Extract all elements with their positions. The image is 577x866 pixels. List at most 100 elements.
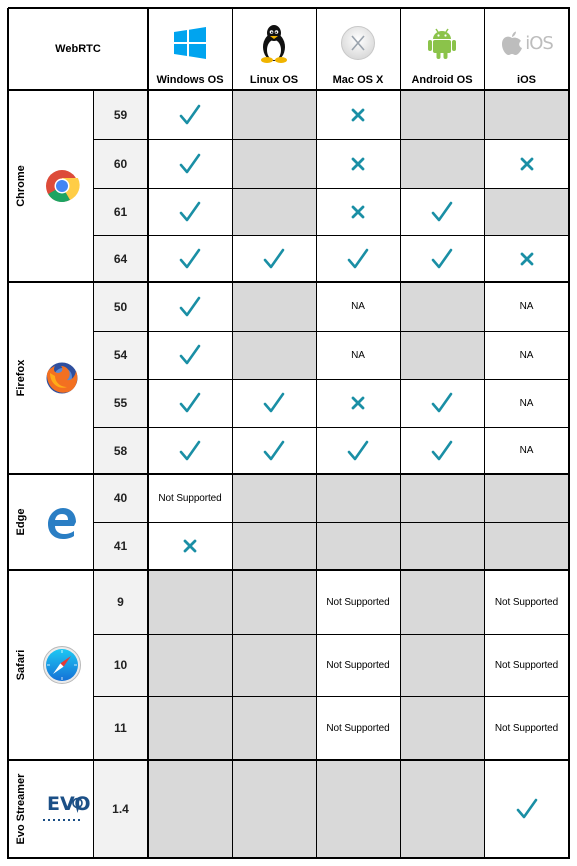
check-icon: [431, 392, 453, 413]
version-cell: 60: [93, 139, 148, 188]
grid-line: [93, 188, 569, 189]
check-icon: [431, 440, 453, 460]
check-icon: [347, 248, 369, 268]
unavailable-cell: [148, 760, 232, 858]
windows-icon: [148, 22, 232, 64]
column-header-label: Mac OS X: [332, 74, 384, 86]
unavailable-cell: [148, 570, 232, 634]
support-cell: [484, 235, 569, 282]
support-cell: [148, 522, 232, 570]
check-icon: [179, 104, 201, 124]
support-cell: [316, 188, 400, 235]
cross-icon: [351, 108, 365, 121]
linux-tux-icon: [261, 25, 287, 63]
support-cell: [484, 139, 569, 188]
support-text: Not Supported: [326, 659, 390, 671]
support-cell: Not Supported: [148, 474, 232, 522]
android-icon: [400, 22, 484, 64]
version-cell: 11: [93, 696, 148, 760]
support-cell: Not Supported: [316, 634, 400, 696]
unavailable-cell: [232, 139, 316, 188]
grid-line: [232, 8, 233, 859]
unavailable-cell: [484, 474, 569, 522]
check-icon: [347, 440, 369, 460]
version-cell: 50: [93, 282, 148, 331]
chrome-icon: [34, 90, 89, 282]
support-text: NA: [519, 349, 534, 361]
support-cell: [400, 379, 484, 427]
unavailable-cell: [232, 331, 316, 379]
support-text: NA: [519, 397, 534, 409]
support-text: Not Supported: [494, 722, 559, 734]
support-text: NA: [351, 301, 365, 312]
cross-icon: [351, 396, 365, 410]
support-text: Not Supported: [494, 596, 559, 608]
apple-ios-icon: iOS: [484, 22, 569, 64]
support-cell: Not Supported: [484, 696, 569, 760]
grid-line: [93, 235, 569, 236]
grid-line: [316, 8, 317, 859]
grid-line: [400, 8, 401, 859]
check-icon: [179, 344, 201, 365]
support-cell: [148, 282, 232, 331]
support-cell: [316, 235, 400, 282]
browser-name: Edge: [15, 508, 27, 536]
support-cell: [484, 760, 569, 858]
unavailable-cell: [400, 331, 484, 379]
unavailable-cell: [316, 760, 400, 858]
chrome-icon: [45, 170, 80, 203]
unavailable-cell: [400, 90, 484, 139]
unavailable-cell: [232, 760, 316, 858]
check-icon: [179, 392, 201, 413]
unavailable-cell: [484, 188, 569, 235]
column-header-label: Linux OS: [249, 74, 299, 86]
grid-line: [93, 696, 569, 697]
support-cell: Not Supported: [316, 696, 400, 760]
grid-line: [8, 759, 570, 761]
check-icon: [431, 248, 453, 268]
grid-line: [8, 7, 570, 9]
unavailable-cell: [484, 522, 569, 570]
support-cell: [316, 427, 400, 474]
macos-x-icon: [341, 26, 375, 60]
check-icon: [179, 248, 201, 268]
support-cell: [316, 90, 400, 139]
support-text: Not Supported: [494, 659, 559, 671]
support-cell: NA: [484, 331, 569, 379]
grid-line: [8, 569, 570, 571]
support-cell: [400, 188, 484, 235]
cross-icon: [520, 252, 533, 265]
support-cell: Not Supported: [316, 570, 400, 634]
unavailable-cell: [232, 634, 316, 696]
unavailable-cell: [316, 522, 400, 570]
version-cell: 54: [93, 331, 148, 379]
unavailable-cell: [148, 696, 232, 760]
version-cell: 61: [93, 188, 148, 235]
grid-line: [93, 634, 569, 635]
unavailable-cell: [400, 570, 484, 634]
grid-line: [8, 857, 570, 859]
support-text: NA: [351, 349, 365, 361]
check-icon: [263, 392, 285, 413]
grid-line: [484, 8, 485, 859]
grid-line: [93, 379, 569, 380]
unavailable-cell: [232, 282, 316, 331]
version-cell: 41: [93, 522, 148, 570]
support-cell: NA: [484, 282, 569, 331]
browser-name: Safari: [15, 649, 27, 681]
support-cell: [148, 427, 232, 474]
support-cell: [148, 188, 232, 235]
unavailable-cell: [232, 188, 316, 235]
unavailable-cell: [232, 696, 316, 760]
grid-line: [93, 331, 569, 332]
support-text: NA: [519, 301, 534, 312]
version-cell: 64: [93, 235, 148, 282]
check-icon: [263, 248, 285, 268]
grid-line: [8, 89, 570, 91]
unavailable-cell: [400, 282, 484, 331]
firefox-icon: [34, 282, 89, 474]
support-cell: [148, 139, 232, 188]
support-cell: Not Supported: [484, 634, 569, 696]
apple-logo-icon: [502, 31, 523, 55]
unavailable-cell: [400, 696, 484, 760]
